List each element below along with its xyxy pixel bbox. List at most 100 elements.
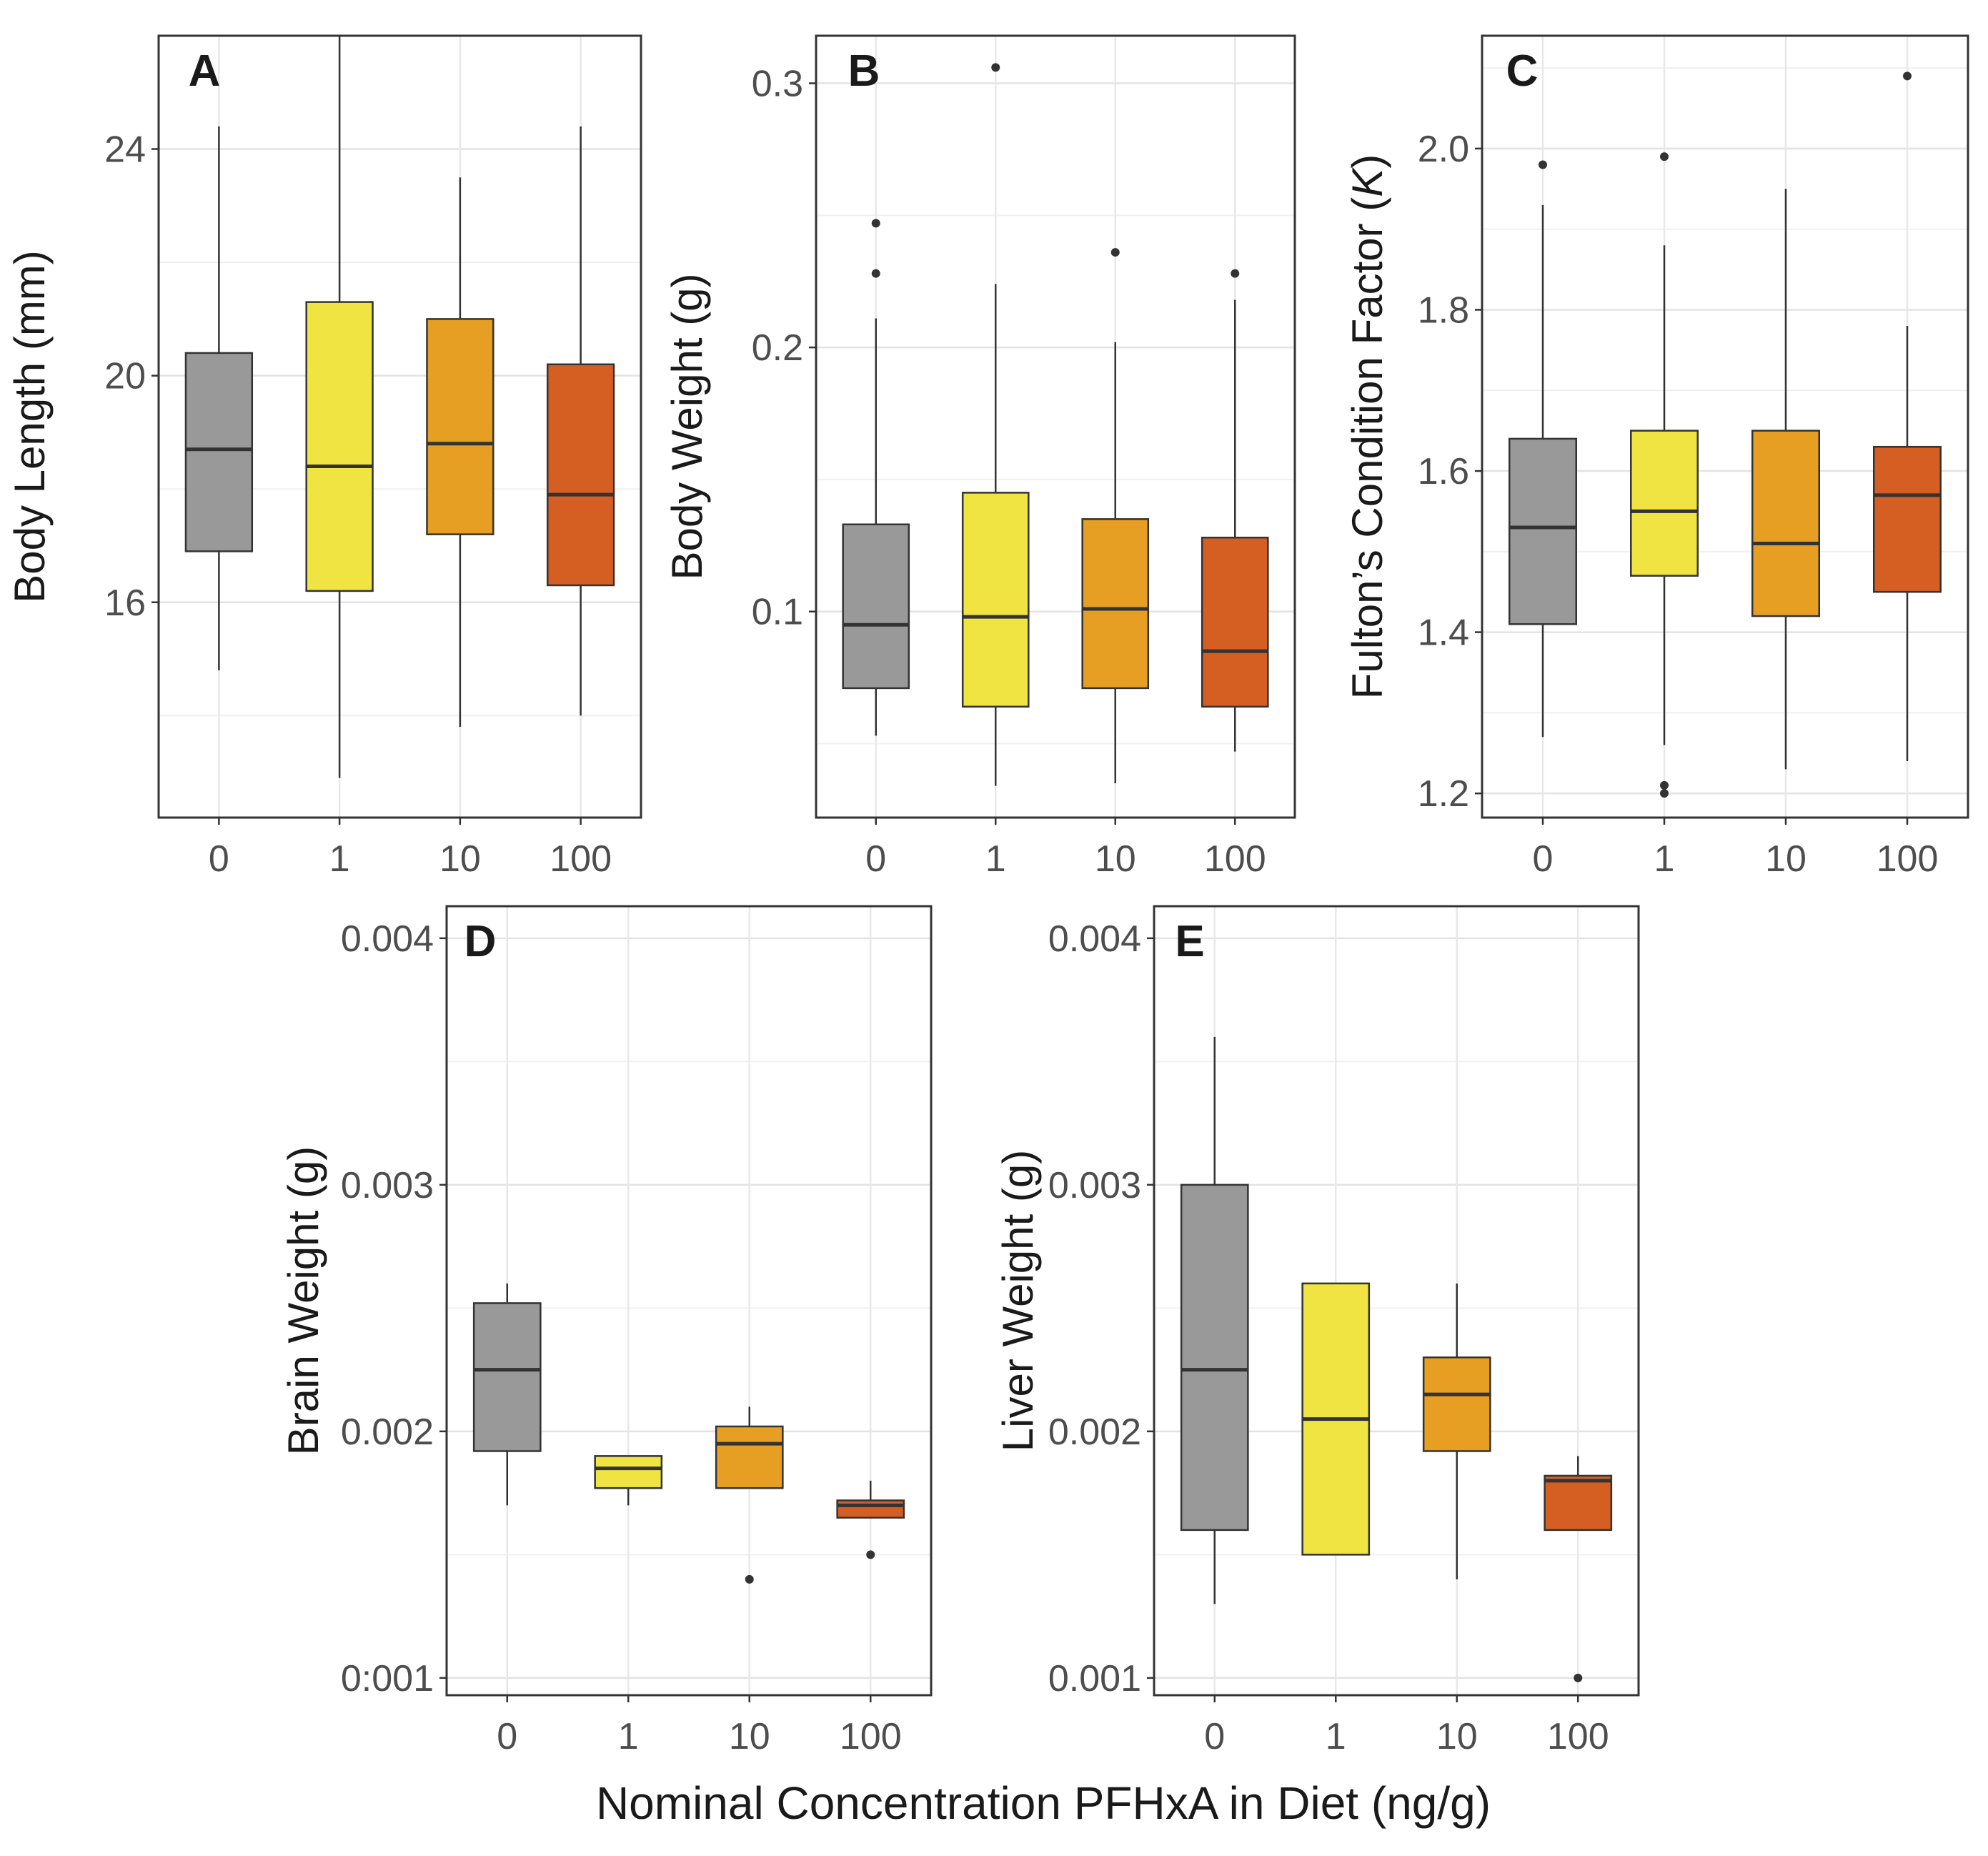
box-1 (305, 301, 374, 592)
y-axis-title-part: ) (1343, 154, 1391, 169)
outlier-point (1660, 152, 1669, 162)
box-100 (1201, 536, 1269, 708)
y-tick-label: 0.2 (752, 327, 803, 369)
y-tick-label: 16 (104, 582, 146, 624)
outlier-point (991, 63, 1000, 72)
box-0 (184, 352, 254, 552)
y-tick-label: 1.8 (1418, 289, 1469, 331)
box-100 (546, 363, 615, 587)
outlier-point (1231, 269, 1240, 278)
y-tick-label: 20 (104, 356, 146, 397)
x-tick-label: 100 (840, 1716, 902, 1757)
x-tick-label: 0 (497, 1716, 517, 1757)
panel-label: A (189, 46, 221, 96)
x-tick-label: 10 (1765, 838, 1806, 880)
y-axis-title-part: K (1343, 167, 1391, 197)
x-tick-label: 100 (1877, 838, 1939, 880)
y-axis-title: Body Weight (g) (663, 273, 711, 580)
panel-label: E (1175, 917, 1204, 966)
y-tick-label: 0.004 (1048, 918, 1141, 960)
outlier-point (1660, 789, 1669, 798)
x-tick-label: 1 (618, 1716, 639, 1757)
x-tick-label: 10 (1436, 1716, 1478, 1757)
x-tick-label: 10 (729, 1716, 770, 1757)
x-tick-label: 1 (1654, 838, 1675, 880)
panel-d: 0:001 0.003 0.004 0.002 0 1 10 100 D Brain Weight… (279, 905, 933, 1757)
box-0 (1509, 437, 1577, 625)
panel-label: B (848, 46, 880, 96)
y-tick-label: 0.001 (1048, 1658, 1141, 1699)
y-tick-label: 1.4 (1418, 612, 1469, 654)
y-axis-title-part: Liver Weight (g) (994, 1150, 1042, 1451)
x-tick-label: 1 (329, 838, 350, 880)
box-1 (1630, 430, 1699, 577)
y-axis-title-part: Fulton’s Condition Factor ( (1343, 197, 1391, 700)
y-tick-label: 0.002 (341, 1411, 434, 1453)
x-tick-label: 100 (1547, 1716, 1609, 1757)
x-tick-label: 100 (1204, 838, 1266, 880)
y-axis-title: Fulton’s Condition Factor (K) (1343, 154, 1391, 700)
y-axis-title: Brain Weight (g) (279, 1146, 327, 1455)
outlier-point (1539, 160, 1547, 169)
y-tick-label: 1.2 (1418, 773, 1469, 815)
panel-border (445, 905, 933, 1697)
y-tick-label: 0.003 (1048, 1165, 1141, 1206)
x-tick-label: 1 (1326, 1716, 1346, 1757)
y-axis-title: Body Length (mm) (6, 250, 54, 603)
outlier-point (745, 1574, 754, 1584)
x-tick-label: 1 (985, 838, 1006, 880)
box-10 (1422, 1356, 1491, 1452)
x-tick-label: 0 (1533, 838, 1554, 880)
box-1 (594, 1455, 663, 1489)
panel-e: 0.001 0.002 0.003 0.004 0 1 10 100 E Liver Weight… (994, 905, 1640, 1757)
x-tick-label: 0 (1204, 1716, 1225, 1757)
x-tick-label: 100 (550, 838, 612, 880)
x-tick-label: 10 (1095, 838, 1136, 880)
y-tick-label: 1.6 (1418, 451, 1469, 492)
panel-label: D (464, 917, 497, 966)
outlier-point (1903, 71, 1912, 81)
panel-border (157, 34, 642, 819)
panel-border (1153, 905, 1640, 1697)
y-tick-label: 0.002 (1048, 1411, 1141, 1453)
box-10 (1751, 430, 1820, 617)
y-tick-label: 0.3 (752, 64, 803, 105)
y-tick-label: 24 (104, 129, 146, 171)
box-1 (961, 492, 1030, 708)
box-10 (715, 1425, 784, 1489)
box-0 (1180, 1183, 1249, 1532)
x-tick-label: 0 (865, 838, 886, 880)
outlier-point (866, 1550, 875, 1559)
main-x-axis-title: Nominal Concentration PFHxA in Diet (ng/… (596, 1777, 1491, 1829)
y-axis-title: Liver Weight (g) (994, 1150, 1042, 1451)
box-100 (1873, 445, 1942, 593)
x-tick-label: 10 (439, 838, 481, 880)
y-axis-title-part: Brain Weight (g) (279, 1146, 327, 1455)
x-tick-label: 0 (209, 838, 229, 880)
y-tick-label: 0:001 (341, 1658, 434, 1699)
y-tick-label: 0.004 (341, 918, 434, 960)
y-axis-title-part: Body Weight (g) (663, 273, 711, 580)
panel-b: 0.1 0.2 0.3 0 1 10 100 B Body Weight (g) (663, 34, 1296, 880)
outlier-point (1110, 248, 1120, 257)
box-100 (836, 1499, 905, 1519)
box-10 (1081, 518, 1150, 690)
y-tick-label: 0.1 (752, 592, 803, 633)
box-100 (1544, 1474, 1613, 1532)
panel-border (1481, 34, 1969, 819)
outlier-point (871, 219, 880, 228)
outlier-point (1574, 1673, 1583, 1682)
outlier-point (871, 269, 880, 278)
box-0 (842, 523, 910, 690)
box-10 (426, 318, 494, 535)
panel-border (815, 34, 1296, 819)
y-axis-title-part: Body Length (mm) (6, 250, 54, 603)
panel-a: 16 20 24 0 1 10 100 A Body Length (mm) (6, 34, 642, 880)
panel-c: 1.2 1.4 1.6 1.8 2.0 0 1 10 100 C Fulton’s Conditio… (1343, 34, 1969, 880)
outlier-point (1660, 780, 1669, 790)
panel-label: C (1506, 46, 1539, 96)
y-tick-label: 0.003 (341, 1165, 434, 1206)
box-0 (472, 1302, 542, 1452)
y-tick-label: 2.0 (1418, 129, 1469, 170)
